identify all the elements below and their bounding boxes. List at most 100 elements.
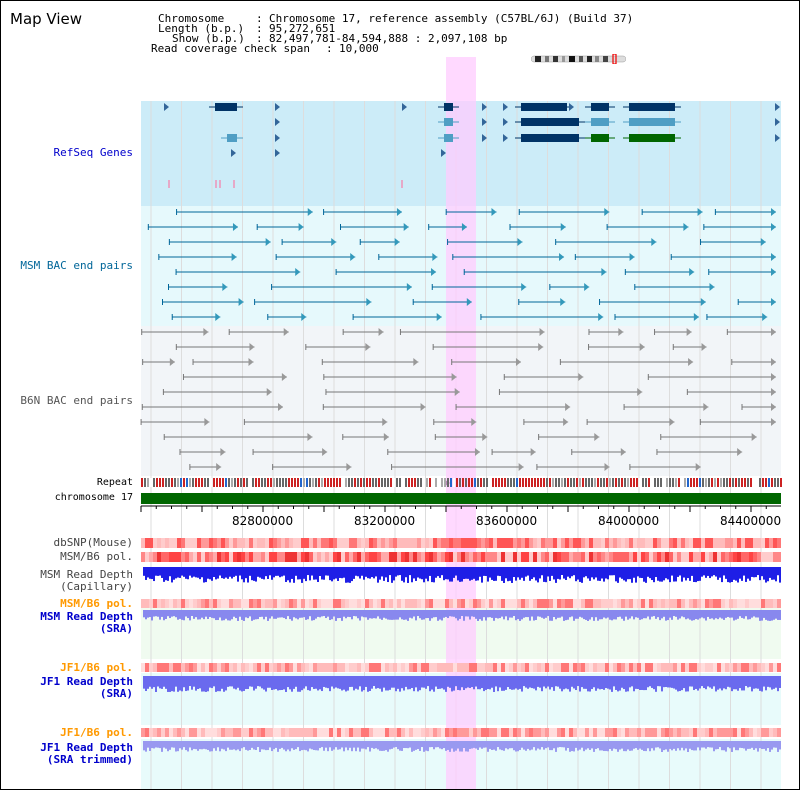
depth-bar [579, 567, 581, 582]
bac-end-marker [382, 418, 388, 426]
pol-cell [729, 663, 733, 672]
gene-arrow [402, 103, 407, 111]
dbsnp-cell [485, 538, 489, 548]
depth-bar [717, 567, 719, 580]
depth-bar [221, 741, 223, 749]
depth-bar [227, 741, 229, 748]
dbsnp-cell [585, 538, 589, 548]
pol-cell [741, 599, 745, 608]
pol-cell [573, 663, 577, 672]
pol-cell [325, 663, 329, 672]
pol-cell [701, 599, 705, 608]
pol-cell [593, 663, 597, 672]
depth-bar [291, 676, 293, 692]
depth-bar [267, 741, 269, 751]
pol-cell [601, 728, 605, 737]
dbsnp-cell [505, 538, 509, 548]
pol-cell [357, 599, 361, 608]
depth-bar [369, 610, 371, 619]
pol-cell [401, 552, 405, 562]
show-value: 82,497,781-84,594,888 : 2,097,108 bp [269, 32, 508, 45]
pol-cell [277, 728, 281, 737]
pol-cell [489, 599, 493, 608]
pol-cell [713, 728, 717, 737]
pol-cell [177, 599, 181, 608]
pol-cell [613, 728, 617, 737]
pol-cell [589, 663, 593, 672]
pol-cell [221, 552, 225, 562]
depth-bar [631, 741, 633, 751]
pol-cell [141, 552, 145, 562]
depth-bar [673, 610, 675, 617]
pol-cell [629, 663, 633, 672]
pol-cell [545, 663, 549, 672]
depth-bar [153, 676, 155, 688]
pol-cell [241, 663, 245, 672]
depth-bar [369, 741, 371, 752]
depth-bar [693, 610, 695, 621]
depth-bar [745, 610, 747, 617]
depth-bar [479, 741, 481, 748]
depth-bar [393, 567, 395, 581]
repeat-block [414, 478, 416, 487]
depth-bar [401, 567, 403, 581]
pol-cell [345, 599, 349, 608]
depth-bar [169, 567, 171, 577]
depth-bar [165, 610, 167, 619]
depth-bar [373, 567, 375, 579]
repeat-block [732, 478, 734, 487]
depth-bar [545, 567, 547, 583]
pol-cell [177, 663, 181, 672]
repeat-block [420, 478, 422, 487]
depth-bar [639, 610, 641, 620]
depth-bar [763, 741, 765, 749]
pol-cell [513, 663, 517, 672]
depth-bar [773, 676, 775, 689]
depth-bar [289, 567, 291, 583]
pol-cell [529, 599, 533, 608]
dbsnp-cell [457, 538, 461, 548]
depth-bar [265, 567, 267, 577]
depth-bar [655, 610, 657, 619]
depth-bar [593, 610, 595, 621]
depth-bar [297, 610, 299, 620]
depth-bar [431, 676, 433, 690]
pol-cell [729, 599, 733, 608]
dbsnp-cell [397, 538, 401, 548]
pol-cell [661, 599, 665, 608]
pol-cell [141, 728, 145, 737]
pol-cell [553, 552, 557, 562]
depth-bar [643, 610, 645, 619]
pol-cell [657, 599, 661, 608]
pol-cell [353, 599, 357, 608]
depth-bar [341, 567, 343, 579]
pol-cell [341, 728, 345, 737]
bac-end-marker [604, 208, 610, 216]
depth-bar [149, 610, 151, 618]
depth-bar [761, 610, 763, 621]
depth-bar [253, 610, 255, 620]
pol-cell [457, 663, 461, 672]
pol-cell [549, 728, 553, 737]
bac-end-marker [604, 463, 610, 471]
pol-cell [713, 663, 717, 672]
pol-cell [669, 599, 673, 608]
repeat-block [246, 478, 248, 487]
pol-cell [765, 552, 769, 562]
pol-cell [349, 552, 353, 562]
bac-end-marker [771, 268, 776, 276]
depth-bar [467, 567, 469, 579]
depth-bar [761, 567, 763, 577]
depth-bar [585, 676, 587, 689]
bac-end-marker [266, 388, 272, 396]
depth-bar [619, 741, 621, 750]
depth-bar [389, 741, 391, 750]
dbsnp-cell [373, 538, 377, 548]
chromosome-ideogram[interactable] [531, 54, 626, 64]
depth-bar [267, 676, 269, 688]
depth-bar [619, 567, 621, 578]
depth-bar [351, 610, 353, 620]
depth-bar [431, 610, 433, 619]
pol-cell [385, 663, 389, 672]
